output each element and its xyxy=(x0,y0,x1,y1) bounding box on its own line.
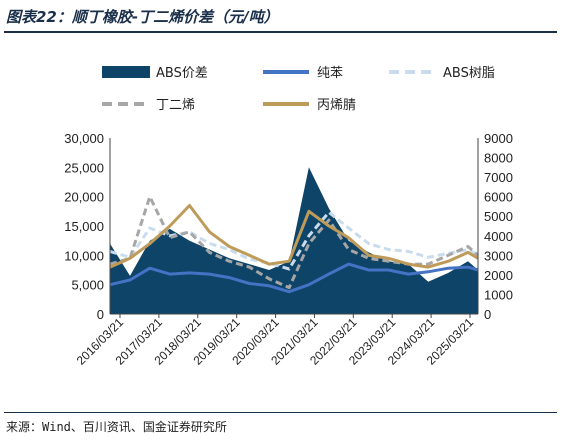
y-left-tick-label: 5,000 xyxy=(71,278,104,293)
y-right-tick-label: 6000 xyxy=(484,190,513,205)
y-right-tick-label: 2000 xyxy=(484,268,513,283)
legend-swatch xyxy=(102,66,150,78)
footer-divider xyxy=(4,412,557,413)
series-1-line xyxy=(109,262,479,294)
y-left-tick-label: 10,000 xyxy=(64,248,104,263)
y-left-tick-label: 0 xyxy=(97,307,104,322)
chart-title: 图表22：顺丁橡胶-丁二烯价差（元/吨） xyxy=(6,8,279,26)
series-4-line xyxy=(109,204,479,269)
legend-label: ABS价差 xyxy=(156,66,208,81)
y-left-tick-label: 30,000 xyxy=(64,131,104,146)
series-2-line xyxy=(109,210,479,271)
y-left-tick-label: 20,000 xyxy=(64,190,104,205)
source-note: 来源：Wind、百川资讯、国金证券研究所 xyxy=(6,420,227,434)
legend-label: ABS树脂 xyxy=(443,66,495,81)
plot-area xyxy=(109,167,479,314)
y-right-tick-label: 1000 xyxy=(484,287,513,302)
axes: 0 5,000 10,000 15,000 20,000 25,000 30,000 0 100… xyxy=(64,131,513,368)
y-right-tick-label: 9000 xyxy=(484,131,513,146)
legend-label: 纯苯 xyxy=(317,66,343,81)
title-divider xyxy=(4,31,557,33)
y-right-tick-label: 3000 xyxy=(484,248,513,263)
legend-label: 丙烯腈 xyxy=(317,98,356,113)
legend-item: 丙烯腈 xyxy=(263,98,356,113)
legend-item: ABS价差 xyxy=(102,66,208,81)
y-right-tick-label: 0 xyxy=(484,307,491,322)
y-right-tick-label: 4000 xyxy=(484,229,513,244)
y-right-tick-label: 7000 xyxy=(484,170,513,185)
legend-item: ABS树脂 xyxy=(389,66,495,81)
series-3-line xyxy=(109,195,479,290)
y-left-tick-label: 25,000 xyxy=(64,160,104,175)
legend-item: 纯苯 xyxy=(263,66,343,81)
series-area-abs-spread xyxy=(110,167,478,314)
y-right-tick-label: 5000 xyxy=(484,209,513,224)
y-left-tick-label: 15,000 xyxy=(64,219,104,234)
legend-item: 丁二烯 xyxy=(102,98,195,113)
legend-label: 丁二烯 xyxy=(156,98,195,113)
y-right-tick-label: 8000 xyxy=(484,151,513,166)
